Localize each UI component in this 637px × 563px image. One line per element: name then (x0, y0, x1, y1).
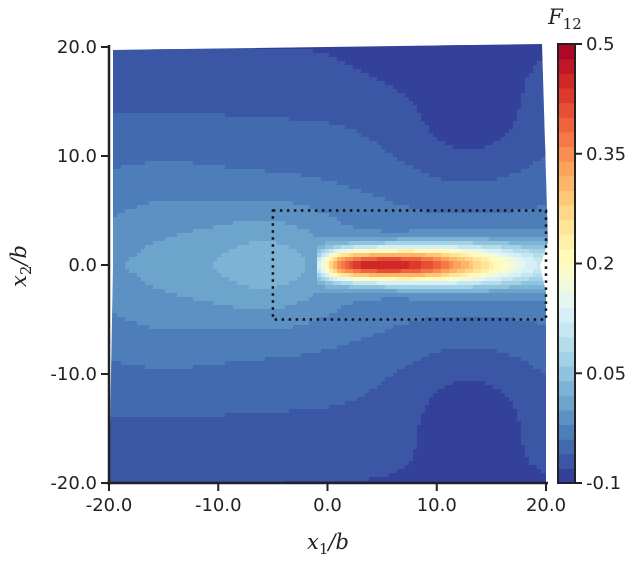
y-axis-label-var: x (7, 275, 31, 287)
colorbar-label-var: F (547, 5, 564, 29)
colorbar-level (558, 175, 575, 191)
colorbar-level (558, 219, 575, 235)
colorbar-level (558, 73, 575, 89)
colorbar-tick-label: 0.05 (586, 363, 626, 384)
colorbar-level (558, 131, 575, 148)
colorbar-tick-label: 0.5 (586, 34, 615, 55)
y-tick-label: 10.0 (57, 146, 97, 167)
colorbar-level (558, 468, 575, 484)
y-tick-label: 0.0 (68, 255, 97, 276)
colorbar-level (558, 117, 575, 133)
region-box (271, 209, 548, 321)
x-axis-label-suffix: /b (326, 530, 349, 554)
colorbar-level (558, 365, 575, 382)
colorbar-level (558, 278, 575, 294)
axes: -20.0 -10.0 0.0 10.0 20.0 -20.0 -10.0 0.0 10.0 20… (50, 37, 566, 516)
colorbar-level (558, 87, 575, 104)
colorbar-label: F12 (547, 5, 582, 33)
y-axis-label-sub: 2 (17, 266, 35, 276)
y-tick-label: -10.0 (50, 364, 97, 385)
colorbar-level (558, 351, 575, 367)
colorbar-label-sub: 12 (563, 15, 582, 33)
y-tick-label: 20.0 (57, 37, 97, 58)
colorbar-level (558, 58, 575, 74)
colorbar-level (558, 439, 575, 455)
colorbar-level (558, 380, 575, 396)
y-axis-label-suffix: /b (7, 245, 31, 268)
colorbar-level (558, 248, 575, 265)
x-tick-label: -10.0 (195, 495, 242, 516)
colorbar-level (558, 146, 575, 162)
colorbar-tick-label: 0.35 (586, 144, 626, 165)
x-axis-label: x1/b (307, 530, 349, 558)
colorbar-level (558, 190, 575, 206)
colorbar-level (558, 292, 575, 308)
colorbar-tick-label: -0.1 (586, 473, 621, 494)
colorbar-level (558, 44, 575, 60)
colorbar-level (558, 102, 575, 118)
colorbar-level (558, 263, 575, 279)
colorbar-level (558, 204, 575, 221)
colorbar-level (558, 336, 575, 352)
x-tick-label: 0.0 (313, 495, 342, 516)
x-tick-label: 20.0 (526, 495, 566, 516)
colorbar-level (558, 409, 575, 426)
colorbar-tick-label: 0.2 (586, 254, 615, 275)
y-tick-label: -20.0 (50, 473, 97, 494)
colorbar-level (558, 161, 575, 177)
x-axis-label-sub: 1 (319, 540, 329, 558)
heatmap-field (109, 44, 548, 483)
colorbar-level (558, 307, 575, 323)
x-tick-label: 10.0 (417, 495, 457, 516)
colorbar-level (558, 395, 575, 411)
y-axis-label: x2/b (7, 245, 35, 287)
colorbar-level (558, 322, 575, 338)
colorbar-level (558, 234, 575, 250)
colorbar-level (558, 424, 575, 440)
x-tick-label: -20.0 (86, 495, 133, 516)
colorbar-level (558, 453, 575, 469)
x-axis-label-var: x (307, 530, 319, 554)
colorbar: -0.1 0.05 0.2 0.35 0.5 (557, 34, 626, 494)
